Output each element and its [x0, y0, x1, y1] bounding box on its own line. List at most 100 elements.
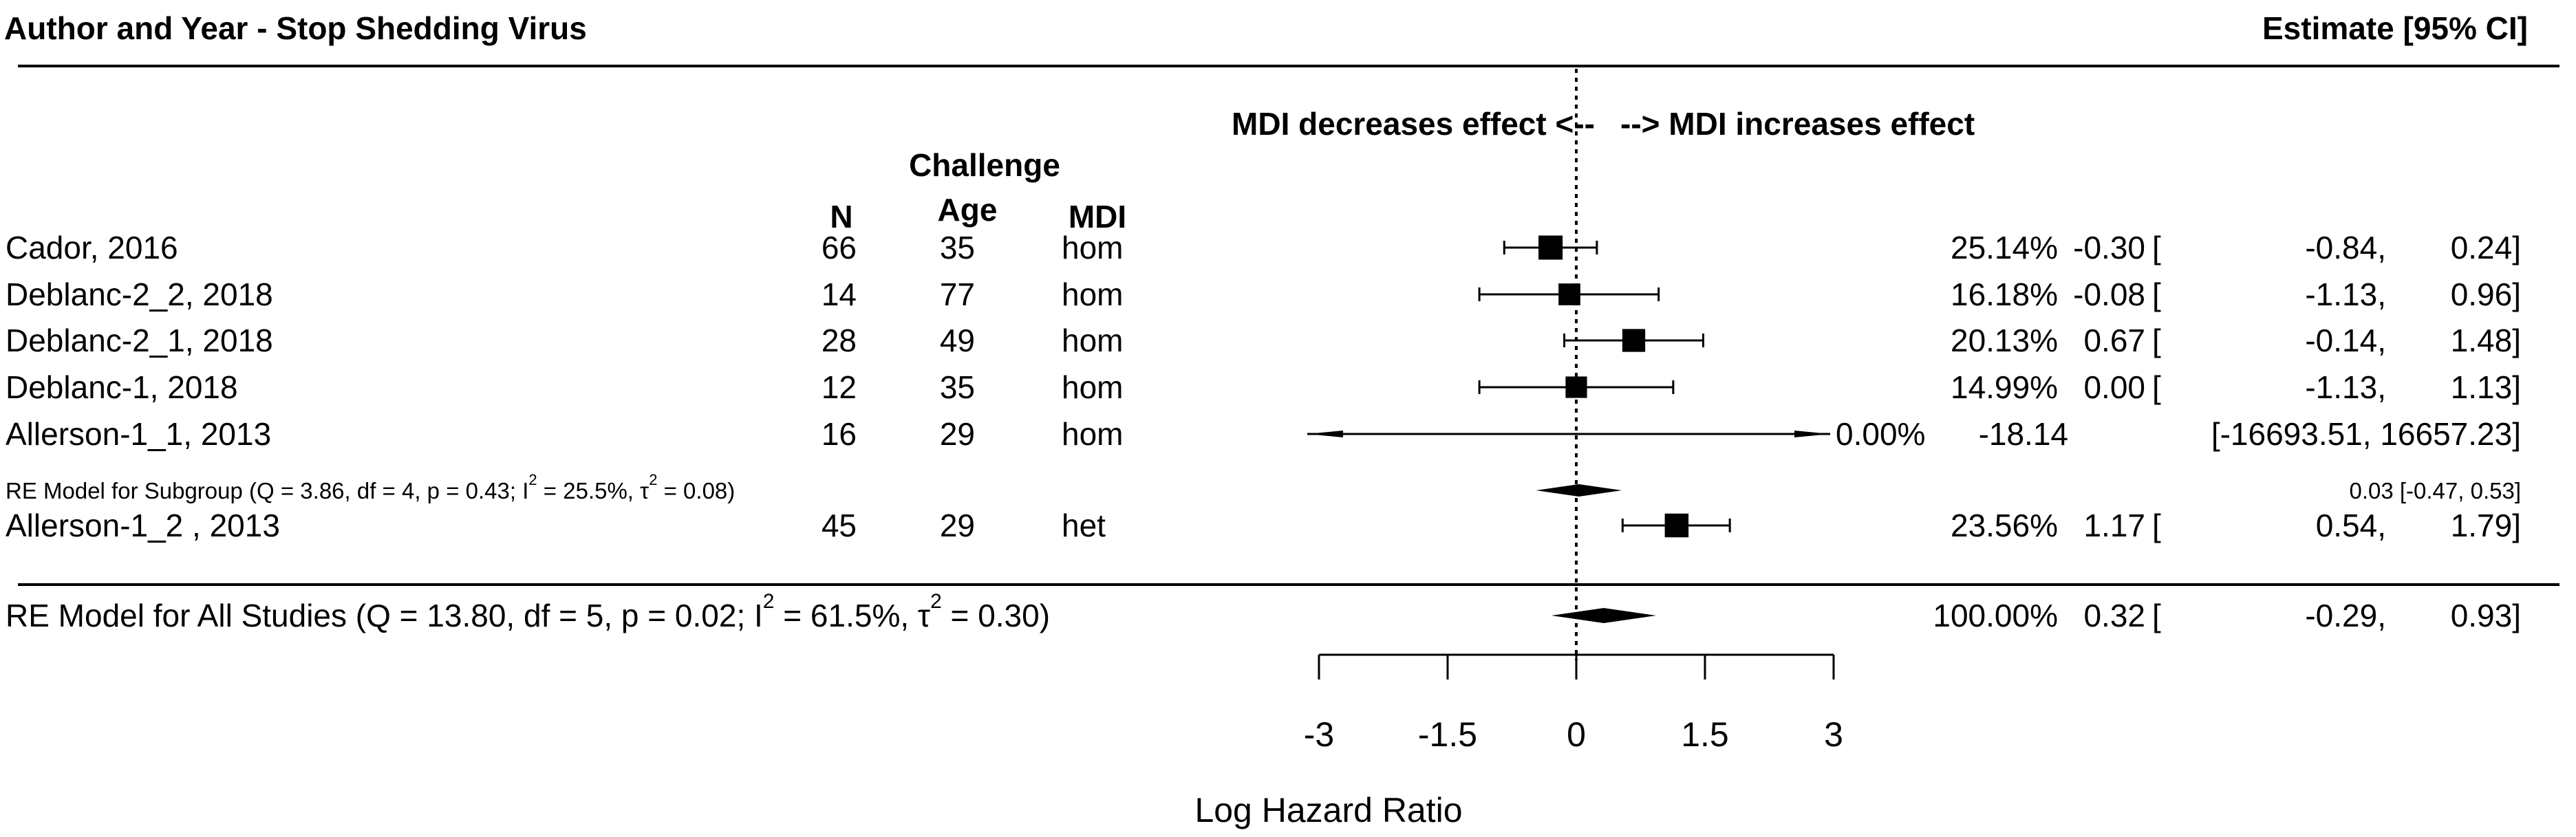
study-mdi: hom [1062, 230, 1123, 265]
overall-diamond [1551, 608, 1656, 623]
study-ci-upper: 1.13] [2451, 369, 2521, 405]
study-ci-upper: 1.79] [2451, 508, 2521, 543]
study-weight: 0.00% [1836, 416, 1925, 452]
overall-ci-lower: -0.29, [2305, 598, 2386, 633]
study-ci-upper: 0.24] [2451, 230, 2521, 265]
study-ci-bracket: [ [2152, 369, 2161, 405]
subgroup-diamond [1536, 484, 1622, 497]
study-ci-lower: -1.13, [2305, 369, 2386, 405]
study-row: Allerson-1_2 , 2013 45 29 het 23.56% 1.17[0.5… [6, 508, 2521, 543]
study-label: Allerson-1_1, 2013 [6, 416, 271, 452]
ci-arrow-left [1307, 431, 1343, 437]
ci-arrow-right [1794, 431, 1830, 437]
point-estimate [1558, 283, 1580, 305]
x-axis: -3 -1.5 0 1.5 3 [1304, 653, 1843, 754]
study-label: Deblanc-2_2, 2018 [6, 276, 273, 312]
study-age: 29 [940, 416, 975, 452]
superscript-two: 2 [649, 471, 657, 488]
study-mdi: hom [1062, 276, 1123, 312]
subgroup-summary-row: RE Model for Subgroup (Q = 3.86, df = 4,… [6, 471, 2521, 503]
study-weight: 25.14% [1951, 230, 2058, 265]
study-label: Deblanc-2_1, 2018 [6, 323, 273, 358]
model-label-part: = 0.08) [657, 478, 735, 503]
study-row: Deblanc-2_2, 2018 14 77 hom 16.18% -0.08[-1.1… [6, 276, 2521, 312]
study-estimate: 0.67 [2083, 323, 2145, 358]
header-left-title: Author and Year - Stop Shedding Virus [4, 10, 587, 46]
header-right-title: Estimate [95% CI] [2262, 10, 2528, 46]
point-estimate [1538, 235, 1563, 260]
study-ci-lower: 0.54, [2316, 508, 2386, 543]
study-rows: Cador, 2016 66 35 hom 25.14% -0.30[-0.84, 0.24… [6, 230, 2521, 543]
x-tick-label: 0 [1567, 715, 1586, 754]
study-n: 16 [822, 416, 857, 452]
study-age: 77 [940, 276, 975, 312]
study-mdi: hom [1062, 416, 1123, 452]
superscript-two: 2 [528, 471, 537, 488]
column-header-mdi: MDI [1069, 199, 1126, 235]
direction-right-label: --> MDI increases effect [1620, 106, 1975, 142]
study-ci-lower: -0.14, [2305, 323, 2386, 358]
study-ci-lower: -0.84, [2305, 230, 2386, 265]
study-row: Deblanc-2_1, 2018 28 49 hom 20.13% 0.67[ -0.14… [6, 323, 2521, 358]
study-ci-bracket: [ [2152, 508, 2161, 543]
x-tick-label: -3 [1304, 715, 1334, 754]
study-n: 66 [822, 230, 857, 265]
overall-model-label: RE Model for All Studies (Q = 13.80, df … [6, 590, 1050, 633]
study-mdi: hom [1062, 369, 1123, 405]
study-mdi: het [1062, 508, 1106, 543]
column-header-challenge: Challenge [909, 147, 1060, 183]
study-n: 28 [822, 323, 857, 358]
x-tick-label: -1.5 [1418, 715, 1477, 754]
study-age: 35 [940, 369, 975, 405]
subgroup-summary-value: 0.03 [-0.47, 0.53] [2349, 478, 2521, 503]
study-row: Allerson-1_1, 2013 16 29 hom 0.00% -18.14 [-16… [6, 416, 2521, 452]
study-label: Allerson-1_2 , 2013 [6, 508, 280, 543]
study-n: 45 [822, 508, 857, 543]
study-ci-lower: -1.13, [2305, 276, 2386, 312]
model-label-part: = 25.5%, τ [537, 478, 650, 503]
point-estimate [1664, 513, 1689, 538]
overall-ci-upper: 0.93] [2451, 598, 2521, 633]
study-ci-upper: 1.48] [2451, 323, 2521, 358]
study-label: Deblanc-1, 2018 [6, 369, 238, 405]
study-row: Deblanc-1, 2018 12 35 hom 14.99% 0.00[-1.13, 1… [6, 369, 2521, 405]
x-tick-label: 3 [1824, 715, 1843, 754]
point-estimate [1565, 376, 1587, 398]
study-age: 49 [940, 323, 975, 358]
model-label-part: = 61.5%, τ [774, 598, 930, 633]
study-estimate: -0.30 [2073, 230, 2145, 265]
study-n: 12 [822, 369, 857, 405]
summary-rows: RE Model for Subgroup (Q = 3.86, df = 4,… [6, 471, 2521, 633]
model-label-part: = 0.30) [942, 598, 1050, 633]
study-mdi: hom [1062, 323, 1123, 358]
study-age: 35 [940, 230, 975, 265]
study-estimate: -18.14 [1979, 416, 2068, 452]
study-ci-bracket: [ [2152, 230, 2161, 265]
overall-estimate: 0.32 [2083, 598, 2145, 633]
study-label: Cador, 2016 [6, 230, 178, 265]
study-weight: 16.18% [1951, 276, 2058, 312]
study-ci-upper: 0.96] [2451, 276, 2521, 312]
overall-summary-row: RE Model for All Studies (Q = 13.80, df … [6, 590, 2521, 633]
overall-ci-bracket: [ [2152, 598, 2161, 633]
superscript-two: 2 [763, 590, 775, 613]
superscript-two: 2 [930, 590, 942, 613]
point-estimate [1622, 329, 1646, 352]
study-row: Cador, 2016 66 35 hom 25.14% -0.30[ -0.84, 0.24… [6, 230, 2521, 265]
column-header-n: N [830, 199, 852, 235]
study-age: 29 [940, 508, 975, 543]
x-tick-label: 1.5 [1681, 715, 1729, 754]
study-ci-bracket: [ [2152, 276, 2161, 312]
study-weight: 23.56% [1951, 508, 2058, 543]
model-label-part: RE Model for Subgroup (Q = 3.86, df = 4,… [6, 478, 528, 503]
study-estimate: -0.08 [2073, 276, 2145, 312]
model-label-part: RE Model for All Studies (Q = 13.80, df … [6, 598, 763, 633]
direction-left-label: MDI decreases effect <-- [1232, 106, 1595, 142]
study-ci-bracket: [ [2152, 323, 2161, 358]
study-weight: 20.13% [1951, 323, 2058, 358]
column-header-age: Age [938, 192, 998, 228]
subgroup-model-label: RE Model for Subgroup (Q = 3.86, df = 4,… [6, 471, 735, 503]
study-ci: [-16693.51, 16657.23] [2211, 416, 2521, 452]
study-weight: 14.99% [1951, 369, 2058, 405]
